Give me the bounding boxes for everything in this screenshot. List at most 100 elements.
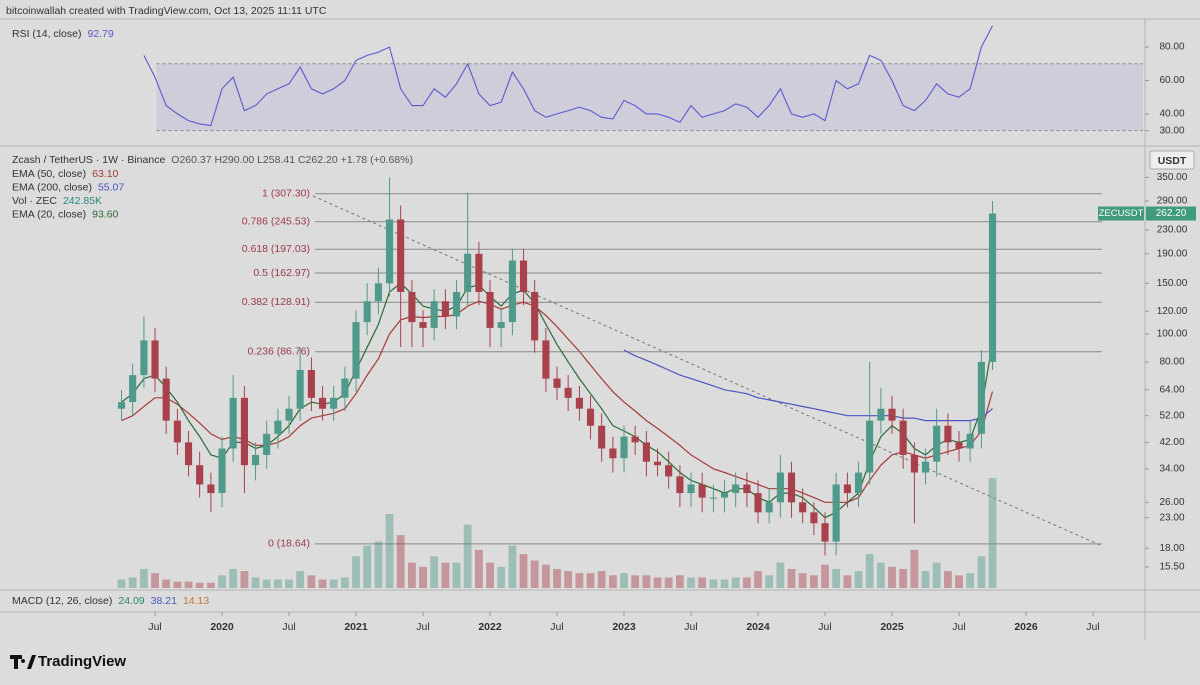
y-tick-label: 230.00 <box>1157 225 1188 236</box>
candle-body <box>385 219 394 284</box>
candle-body <box>799 502 807 513</box>
volume-bar <box>597 571 606 588</box>
volume-bar <box>877 562 885 588</box>
fib-label: 0.5 (162.97) <box>253 267 310 279</box>
x-tick-label: Jul <box>282 621 295 633</box>
volume-bar <box>430 556 439 588</box>
candle-body <box>240 397 248 466</box>
macd-legend-value: 24.09 <box>118 595 144 607</box>
volume-bar <box>932 562 941 588</box>
volume-bar <box>642 575 651 588</box>
volume-bar <box>664 577 673 588</box>
candle-body <box>363 301 371 323</box>
volume-bar <box>128 577 137 588</box>
rsi-legend-value: 92.79 <box>87 28 113 40</box>
y-tick-label: 18.00 <box>1159 543 1184 554</box>
macd-legend-name: MACD (12, 26, close) <box>12 595 112 607</box>
volume-bar <box>452 562 461 588</box>
fib-label: 0 (18.64) <box>268 538 310 550</box>
candle-body <box>564 387 572 398</box>
volume-bar <box>352 556 360 588</box>
logo-mark <box>10 655 36 669</box>
candle-body <box>408 291 416 323</box>
candle-body <box>720 493 729 498</box>
candle-body <box>218 448 226 494</box>
candle-body <box>921 461 930 473</box>
candle-body <box>352 322 360 379</box>
volume-bar <box>731 577 740 588</box>
y-tick-label: 100.00 <box>1157 329 1188 340</box>
candle-body <box>966 433 974 449</box>
price-tag-value: 262.20 <box>1156 208 1187 219</box>
volume-bar <box>687 577 695 588</box>
legend-name: Vol · ZEC <box>12 195 57 207</box>
candle-body <box>732 484 740 494</box>
volume-bar <box>508 545 517 588</box>
volume-bar <box>821 564 829 588</box>
candle-body <box>866 420 874 473</box>
candle-body <box>843 484 851 494</box>
volume-bar <box>921 571 930 588</box>
candle-body <box>519 260 528 292</box>
rsi-y-tick-label: 40.00 <box>1159 109 1184 120</box>
volume-bar <box>486 562 494 588</box>
candle-body <box>318 397 327 409</box>
candle-body <box>140 340 148 376</box>
y-tick-label: 150.00 <box>1157 278 1188 289</box>
candle-body <box>910 454 918 473</box>
volume-bar <box>374 541 383 588</box>
candle-body <box>787 472 796 503</box>
fib-label: 0.618 (197.03) <box>242 243 310 255</box>
x-tick-label: Jul <box>818 621 831 633</box>
y-tick-label: 120.00 <box>1157 306 1188 317</box>
logo: TradingView <box>10 653 126 670</box>
legend-name: EMA (200, close) <box>12 181 92 193</box>
candle-body <box>854 472 863 494</box>
candle-body <box>642 442 650 462</box>
price-tag-box <box>1098 206 1144 221</box>
volume-bar <box>653 577 662 588</box>
candle-body <box>665 465 673 477</box>
rsi-y-tick-label: 60.00 <box>1159 75 1184 86</box>
y-tick-label: 15.50 <box>1159 562 1184 573</box>
candle-body <box>698 484 706 498</box>
candle-body <box>531 291 539 341</box>
logo-text: TradingView <box>38 653 126 670</box>
volume-bar <box>408 562 416 588</box>
volume-bar <box>274 579 282 588</box>
volume-bar <box>542 564 550 588</box>
candle-body <box>151 340 159 379</box>
candle-body <box>475 253 483 292</box>
x-tick-label: 2025 <box>880 621 904 633</box>
volume-bar <box>609 575 617 588</box>
volume-bar <box>441 562 450 588</box>
candle-body <box>397 219 405 292</box>
price-tag-value-box <box>1146 206 1196 221</box>
candle-body <box>977 361 985 434</box>
volume-bar <box>475 549 483 588</box>
candle-body <box>810 512 818 524</box>
candle-body <box>776 472 784 503</box>
volume-bar <box>251 577 260 588</box>
volume-bar <box>173 581 182 588</box>
volume-bar <box>865 554 874 588</box>
y-tick-label: 26.00 <box>1159 497 1184 508</box>
volume-bar <box>910 549 919 588</box>
x-tick-label: 2024 <box>746 621 770 633</box>
candle-body <box>117 402 126 409</box>
rsi-legend-name: RSI (14, close) <box>12 28 81 40</box>
candle-body <box>899 420 907 455</box>
candle-body <box>933 425 941 462</box>
x-tick-label: 2023 <box>612 621 636 633</box>
volume-bar <box>631 575 640 588</box>
rsi-y-tick-label: 80.00 <box>1159 42 1184 53</box>
candle-body <box>274 420 282 434</box>
volume-bar <box>575 573 584 588</box>
volume-bar <box>798 573 807 588</box>
volume-bar <box>207 582 215 588</box>
volume-bar <box>463 524 472 588</box>
x-tick-label: 2022 <box>478 621 502 633</box>
volume-bar <box>966 573 975 588</box>
rsi-band <box>156 63 1143 131</box>
candle-body <box>687 484 695 494</box>
